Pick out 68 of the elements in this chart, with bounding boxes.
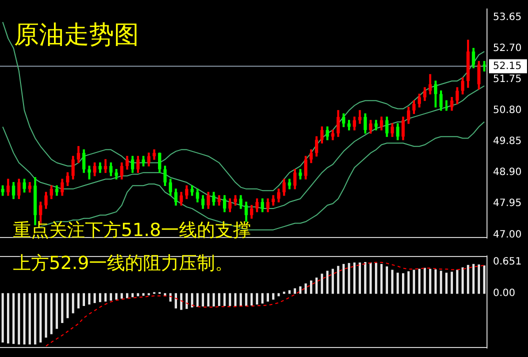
bar (396, 272, 399, 294)
bar (272, 293, 274, 300)
bar (299, 286, 302, 294)
bar (315, 278, 318, 294)
bar (391, 270, 394, 294)
bar (310, 280, 312, 294)
bar (180, 293, 182, 310)
bar (174, 293, 177, 308)
y-tick-label: 47.00 (493, 229, 522, 240)
bar (23, 293, 26, 344)
bar (445, 272, 448, 294)
bar (320, 274, 324, 294)
bar (77, 293, 80, 308)
bar (212, 293, 215, 306)
y-tick-label: 0.651 (493, 256, 522, 268)
bar (223, 293, 226, 306)
bar (370, 262, 372, 294)
bar (61, 293, 64, 324)
bar (288, 290, 291, 294)
bar (337, 266, 340, 294)
bar (402, 273, 404, 294)
bar (234, 293, 237, 306)
bar (142, 293, 145, 296)
bar (72, 293, 74, 314)
bar (424, 268, 426, 294)
bar (202, 293, 204, 306)
bar (88, 293, 90, 305)
bar (364, 262, 366, 294)
bar (115, 293, 118, 300)
bar (326, 270, 328, 294)
bar (278, 293, 280, 296)
bar (34, 293, 36, 344)
y-tick-label: 48.90 (493, 167, 522, 178)
y-tick-label: 51.75 (493, 74, 522, 85)
bar (218, 293, 220, 306)
bar (56, 293, 58, 329)
bar (462, 267, 464, 294)
ref-line-label: 52.15 (493, 60, 522, 72)
bar (450, 272, 453, 294)
bar (28, 293, 31, 344)
bar (120, 293, 123, 299)
bar (2, 293, 4, 342)
bar (186, 293, 188, 309)
y-tick-label: 53.65 (493, 12, 522, 23)
text: 原油走势图 (14, 19, 139, 51)
y-tick-label: 47.95 (493, 198, 522, 210)
bar (126, 293, 128, 298)
bar (358, 262, 361, 294)
bar (94, 293, 96, 304)
y-tick-label: 0.00 (493, 288, 516, 300)
annotation: 上方52.9一线的阻力压制。 (13, 252, 234, 275)
bar (66, 293, 69, 318)
y-tick-label: 49.85 (493, 136, 522, 148)
bar (429, 268, 432, 294)
bar (418, 268, 420, 294)
y-tick-label: 52.70 (493, 42, 522, 54)
bar (304, 283, 307, 294)
bar (245, 293, 248, 306)
y-tick-label: 50.80 (493, 105, 522, 116)
bar (240, 293, 242, 306)
bar (456, 270, 458, 294)
bar (266, 293, 269, 302)
bar (207, 293, 210, 306)
bar (332, 268, 334, 294)
bar (407, 271, 410, 294)
bar (82, 293, 85, 306)
bar (483, 265, 486, 294)
bar (228, 293, 232, 306)
